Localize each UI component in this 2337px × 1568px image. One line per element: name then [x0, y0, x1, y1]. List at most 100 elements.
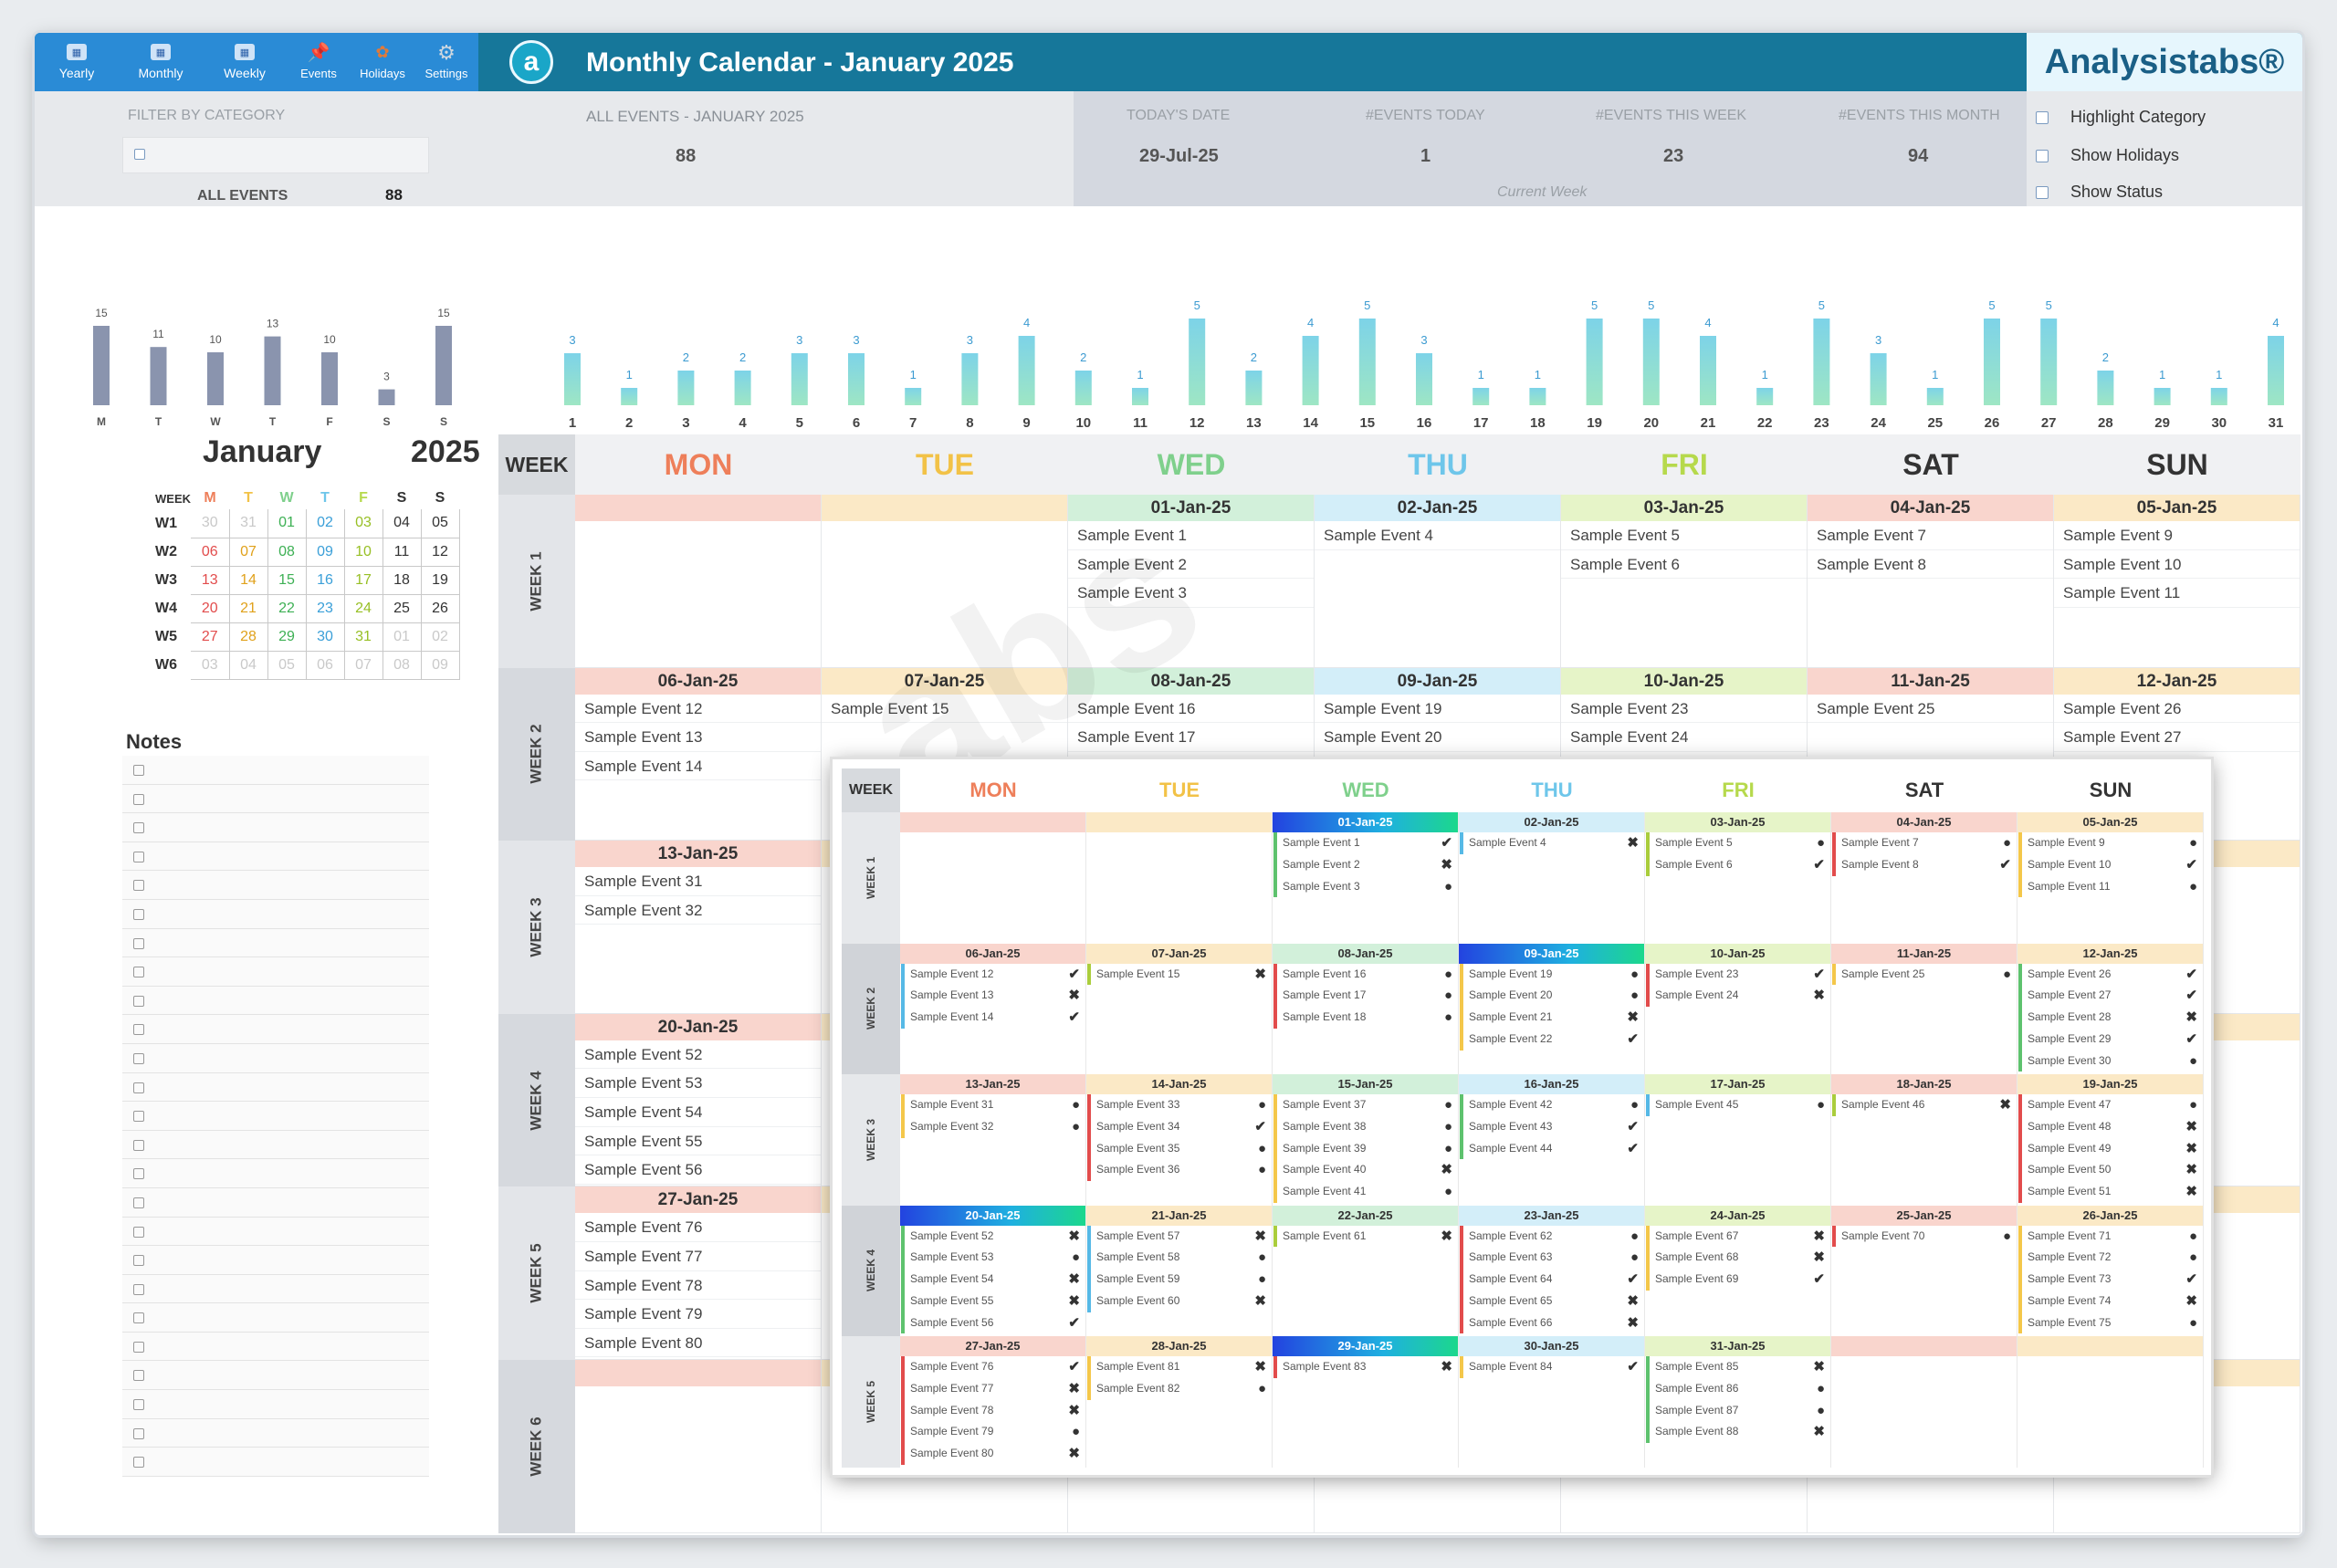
- popup-event-item[interactable]: Sample Event 60 ✖: [1087, 1290, 1272, 1312]
- popup-event-item[interactable]: Sample Event 45 ●: [1646, 1094, 1830, 1116]
- popup-day-cell[interactable]: 18-Jan-25 Sample Event 46 ✖: [1831, 1074, 2017, 1206]
- mini-day[interactable]: 08: [267, 538, 307, 567]
- popup-event-item[interactable]: Sample Event 44 ✔: [1460, 1137, 1644, 1160]
- popup-event-item[interactable]: Sample Event 24 ✖: [1646, 985, 1830, 1008]
- mini-day[interactable]: 09: [306, 538, 345, 567]
- mini-day[interactable]: 30: [306, 622, 345, 652]
- popup-event-item[interactable]: Sample Event 32 ●: [901, 1115, 1085, 1138]
- note-checkbox[interactable]: [133, 1399, 144, 1411]
- mini-day[interactable]: 06: [306, 651, 345, 680]
- popup-day-cell[interactable]: 09-Jan-25 Sample Event 19 ● Sample Event 20…: [1459, 943, 1645, 1074]
- popup-day-cell[interactable]: 31-Jan-25 Sample Event 85 ✖ Sample Event 86…: [1645, 1336, 1831, 1468]
- popup-event-item[interactable]: Sample Event 25 ●: [1832, 963, 2017, 986]
- popup-event-item[interactable]: Sample Event 62 ●: [1460, 1225, 1644, 1248]
- note-row[interactable]: [122, 1303, 429, 1333]
- popup-event-item[interactable]: Sample Event 4 ✖: [1460, 832, 1644, 854]
- day-cell[interactable]: 13-Jan-25 Sample Event 31 Sample Event 32: [575, 841, 822, 1014]
- popup-event-item[interactable]: Sample Event 48 ✖: [2018, 1115, 2203, 1138]
- popup-event-item[interactable]: Sample Event 61 ✖: [1273, 1225, 1458, 1248]
- nav-yearly-button[interactable]: ▦ Yearly: [35, 33, 119, 91]
- popup-event-item[interactable]: Sample Event 87 ●: [1646, 1399, 1830, 1422]
- event-item[interactable]: Sample Event 80: [575, 1329, 821, 1358]
- event-item[interactable]: Sample Event 16: [1068, 695, 1314, 724]
- popup-event-item[interactable]: Sample Event 47 ●: [2018, 1094, 2203, 1116]
- note-row[interactable]: [122, 1072, 429, 1103]
- popup-event-item[interactable]: Sample Event 16 ●: [1273, 963, 1458, 986]
- popup-event-item[interactable]: Sample Event 55 ✖: [901, 1290, 1085, 1312]
- note-checkbox[interactable]: [133, 1082, 144, 1093]
- popup-event-item[interactable]: Sample Event 72 ●: [2018, 1247, 2203, 1270]
- day-cell[interactable]: 09-Jan-25 Sample Event 19 Sample Event 20: [1315, 667, 1561, 841]
- popup-event-item[interactable]: Sample Event 9 ●: [2018, 832, 2203, 854]
- mini-day[interactable]: 01: [267, 509, 307, 538]
- day-cell[interactable]: 04-Jan-25 Sample Event 7 Sample Event 8: [1808, 495, 2054, 668]
- popup-event-item[interactable]: Sample Event 56 ✔: [901, 1312, 1085, 1334]
- event-item[interactable]: Sample Event 76: [575, 1213, 821, 1242]
- note-row[interactable]: [122, 1159, 429, 1188]
- event-item[interactable]: Sample Event 26: [2054, 695, 2300, 724]
- note-checkbox[interactable]: [133, 995, 144, 1007]
- popup-event-item[interactable]: Sample Event 18 ●: [1273, 1007, 1458, 1029]
- popup-day-cell[interactable]: 07-Jan-25 Sample Event 15 ✖: [1086, 943, 1273, 1074]
- event-item[interactable]: Sample Event 24: [1561, 723, 1807, 752]
- popup-day-cell[interactable]: 21-Jan-25 Sample Event 57 ✖ Sample Event 58…: [1086, 1205, 1273, 1336]
- mini-day[interactable]: 29: [267, 622, 307, 652]
- popup-event-item[interactable]: Sample Event 70 ●: [1832, 1225, 2017, 1248]
- note-checkbox[interactable]: [133, 1111, 144, 1123]
- popup-event-item[interactable]: Sample Event 64 ✔: [1460, 1269, 1644, 1291]
- note-row[interactable]: [122, 1102, 429, 1131]
- mini-day[interactable]: 12: [421, 538, 460, 567]
- popup-day-cell[interactable]: 23-Jan-25 Sample Event 62 ● Sample Event 63…: [1459, 1205, 1645, 1336]
- popup-day-cell[interactable]: 27-Jan-25 Sample Event 76 ✔ Sample Event 77…: [900, 1336, 1086, 1468]
- popup-event-item[interactable]: Sample Event 63 ●: [1460, 1247, 1644, 1270]
- day-cell[interactable]: 27-Jan-25 Sample Event 76 Sample Event 77 S…: [575, 1186, 822, 1360]
- event-item[interactable]: Sample Event 53: [575, 1069, 821, 1098]
- popup-event-item[interactable]: Sample Event 37 ●: [1273, 1094, 1458, 1116]
- popup-event-item[interactable]: Sample Event 80 ✖: [901, 1443, 1085, 1465]
- popup-event-item[interactable]: Sample Event 68 ✖: [1646, 1247, 1830, 1270]
- mini-day[interactable]: 05: [267, 651, 307, 680]
- popup-event-item[interactable]: Sample Event 67 ✖: [1646, 1225, 1830, 1248]
- popup-event-item[interactable]: Sample Event 33 ●: [1087, 1094, 1272, 1116]
- mini-day[interactable]: 14: [229, 566, 268, 595]
- event-item[interactable]: Sample Event 77: [575, 1242, 821, 1271]
- popup-event-item[interactable]: Sample Event 17 ●: [1273, 985, 1458, 1008]
- popup-event-item[interactable]: Sample Event 53 ●: [901, 1247, 1085, 1270]
- popup-event-item[interactable]: Sample Event 23 ✔: [1646, 963, 1830, 986]
- note-checkbox[interactable]: [133, 1341, 144, 1353]
- event-item[interactable]: Sample Event 5: [1561, 521, 1807, 550]
- day-cell[interactable]: 06-Jan-25 Sample Event 12 Sample Event 13 S…: [575, 667, 822, 841]
- popup-day-cell[interactable]: 20-Jan-25 Sample Event 52 ✖ Sample Event 53…: [900, 1205, 1086, 1336]
- popup-event-item[interactable]: Sample Event 30 ●: [2018, 1050, 2203, 1072]
- note-row[interactable]: [122, 1361, 429, 1391]
- event-item[interactable]: Sample Event 17: [1068, 723, 1314, 752]
- popup-day-cell[interactable]: 05-Jan-25 Sample Event 9 ● Sample Event 10 ✔…: [2017, 812, 2204, 944]
- popup-event-item[interactable]: Sample Event 76 ✔: [901, 1356, 1085, 1378]
- popup-event-item[interactable]: Sample Event 81 ✖: [1087, 1356, 1272, 1378]
- day-cell[interactable]: 10-Jan-25 Sample Event 23 Sample Event 24: [1561, 667, 1808, 841]
- popup-event-item[interactable]: Sample Event 66 ✖: [1460, 1312, 1644, 1334]
- event-item[interactable]: Sample Event 1: [1068, 521, 1314, 550]
- day-cell[interactable]: 03-Jan-25 Sample Event 5 Sample Event 6: [1561, 495, 1808, 668]
- popup-day-cell[interactable]: [900, 812, 1086, 944]
- popup-day-cell[interactable]: 14-Jan-25 Sample Event 33 ● Sample Event 34…: [1086, 1074, 1273, 1206]
- note-checkbox[interactable]: [133, 765, 144, 776]
- show-holidays-checkbox[interactable]: [2036, 150, 2049, 162]
- note-checkbox[interactable]: [133, 908, 144, 920]
- event-item[interactable]: Sample Event 6: [1561, 550, 1807, 580]
- highlight-category-checkbox[interactable]: [2036, 111, 2049, 124]
- mini-day[interactable]: 21: [229, 594, 268, 623]
- event-item[interactable]: Sample Event 27: [2054, 723, 2300, 752]
- popup-event-item[interactable]: Sample Event 59 ●: [1087, 1269, 1272, 1291]
- event-item[interactable]: Sample Event 7: [1808, 521, 2053, 550]
- note-row[interactable]: [122, 1274, 429, 1304]
- mini-day[interactable]: 31: [229, 509, 268, 538]
- note-checkbox[interactable]: [133, 1457, 144, 1469]
- note-checkbox[interactable]: [133, 937, 144, 949]
- popup-event-item[interactable]: Sample Event 52 ✖: [901, 1225, 1085, 1248]
- note-row[interactable]: [122, 841, 429, 872]
- mini-day[interactable]: 10: [344, 538, 383, 567]
- note-checkbox[interactable]: [133, 822, 144, 834]
- note-checkbox[interactable]: [133, 967, 144, 978]
- popup-day-cell[interactable]: 08-Jan-25 Sample Event 16 ● Sample Event 17…: [1273, 943, 1459, 1074]
